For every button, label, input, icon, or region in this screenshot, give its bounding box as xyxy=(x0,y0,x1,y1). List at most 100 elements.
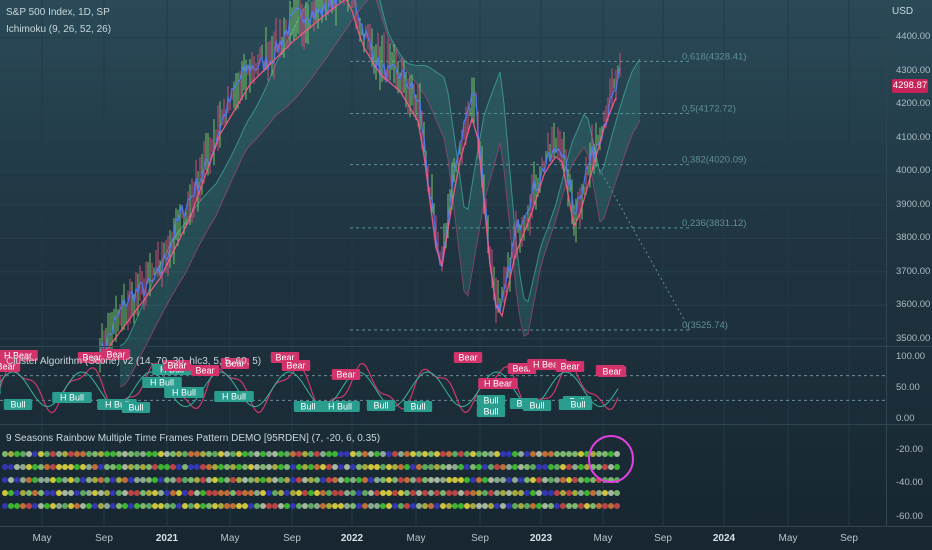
rainbow-cell xyxy=(476,477,482,483)
rainbow-cell xyxy=(584,490,590,496)
cluster-indicator-title[interactable]: Cluster Algorithm (Scone) v2 (14, 70, 30… xyxy=(6,356,262,367)
signal-label-bull: Bull xyxy=(410,402,425,412)
rainbow-indicator-title[interactable]: 9 Seasons Rainbow Multiple Time Frames P… xyxy=(6,433,381,444)
rainbow-cell xyxy=(236,503,242,509)
rainbow-cell xyxy=(422,477,428,483)
signal-label-box xyxy=(0,350,38,361)
rainbow-cell xyxy=(530,451,536,457)
rainbow-cell xyxy=(332,503,338,509)
rainbow-cell xyxy=(428,490,434,496)
rainbow-cell xyxy=(20,464,26,470)
fib-level-label: 0.5(4172.72) xyxy=(682,104,736,115)
rainbow-cell xyxy=(374,477,380,483)
rainbow-cell xyxy=(422,464,428,470)
rainbow-cell xyxy=(500,503,506,509)
signal-label-bear: H Bear xyxy=(484,379,512,389)
rainbow-cell xyxy=(284,503,290,509)
rainbow-cell xyxy=(572,503,578,509)
rainbow-cell xyxy=(44,451,50,457)
rainbow-cell xyxy=(86,451,92,457)
time-tick-label: May xyxy=(778,533,798,544)
rainbow-cell xyxy=(542,503,548,509)
rainbow-cell xyxy=(218,464,224,470)
rainbow-cell xyxy=(104,490,110,496)
rainbow-cell xyxy=(194,451,200,457)
rainbow-cell xyxy=(68,451,74,457)
rainbow-cell xyxy=(182,464,188,470)
signal-label-bear: Bear xyxy=(458,353,477,363)
rainbow-cell xyxy=(584,503,590,509)
rainbow-cell xyxy=(50,490,56,496)
rainbow-cell xyxy=(284,477,290,483)
rainbow-cell xyxy=(98,503,104,509)
rainbow-cell xyxy=(44,490,50,496)
rainbow-cell xyxy=(8,503,14,509)
signal-label-bull: Bull xyxy=(529,401,544,411)
rainbow-cell xyxy=(152,451,158,457)
rainbow-cell xyxy=(572,451,578,457)
rainbow-cell xyxy=(248,464,254,470)
rainbow-cell xyxy=(512,464,518,470)
rainbow-cell xyxy=(98,451,104,457)
signal-label-bear: Bear xyxy=(512,364,531,374)
rainbow-cell xyxy=(272,477,278,483)
rainbow-cell xyxy=(482,464,488,470)
rainbow-cell xyxy=(104,477,110,483)
rainbow-cell xyxy=(464,477,470,483)
rainbow-cell xyxy=(578,490,584,496)
rainbow-cell xyxy=(566,451,572,457)
rainbow-cell xyxy=(368,503,374,509)
rainbow-cell xyxy=(194,503,200,509)
pane-divider-1[interactable] xyxy=(0,346,932,347)
time-tick-label: Sep xyxy=(840,533,858,544)
time-tick-label: May xyxy=(406,533,426,544)
signal-label-box xyxy=(331,369,361,380)
rainbow-cell xyxy=(434,464,440,470)
rainbow-cell xyxy=(380,451,386,457)
rainbow-cell xyxy=(206,503,212,509)
rainbow-cell xyxy=(266,503,272,509)
rainbow-cell xyxy=(314,503,320,509)
rainbow-cell xyxy=(404,451,410,457)
rainbow-cell xyxy=(110,451,116,457)
pane-divider-2[interactable] xyxy=(0,424,932,425)
rainbow-cell xyxy=(248,490,254,496)
rainbow-cell xyxy=(482,503,488,509)
rainbow-cell xyxy=(362,490,368,496)
rainbow-cell xyxy=(368,477,374,483)
price-tick-label: 4200.00 xyxy=(896,98,931,110)
rainbow-cell xyxy=(386,490,392,496)
rainbow-cell xyxy=(422,503,428,509)
rainbow-cell xyxy=(290,490,296,496)
rainbow-cell xyxy=(362,503,368,509)
conversion-line xyxy=(99,0,621,364)
rainbow-cell xyxy=(188,503,194,509)
rainbow-cell xyxy=(164,477,170,483)
rainbow-cell xyxy=(140,451,146,457)
rainbow-cell xyxy=(86,490,92,496)
rainbow-cell xyxy=(176,451,182,457)
rainbow-cell xyxy=(164,464,170,470)
time-tick-label: 2024 xyxy=(712,533,736,544)
rainbow-cell xyxy=(302,464,308,470)
rainbow-cell xyxy=(560,451,566,457)
signal-label-bear: Bear xyxy=(275,353,294,363)
rainbow-cell xyxy=(32,451,38,457)
rainbow-cell xyxy=(512,490,518,496)
rainbow-cell xyxy=(140,503,146,509)
signal-label-bear: Bear xyxy=(82,353,101,363)
ichimoku-indicator-label[interactable]: Ichimoku (9, 26, 52, 26) xyxy=(6,24,112,35)
signal-label-box xyxy=(597,366,627,377)
rainbow-cell xyxy=(506,503,512,509)
rainbow-cell xyxy=(560,464,566,470)
signal-label-bull: Bull xyxy=(300,402,315,412)
rainbow-cell xyxy=(548,464,554,470)
rainbow-cell xyxy=(176,490,182,496)
rainbow-cell xyxy=(194,490,200,496)
rainbow-cell xyxy=(398,503,404,509)
rainbow-cell xyxy=(476,490,482,496)
leading-span-a xyxy=(119,0,641,347)
rainbow-cell xyxy=(506,490,512,496)
rainbow-cell xyxy=(356,464,362,470)
